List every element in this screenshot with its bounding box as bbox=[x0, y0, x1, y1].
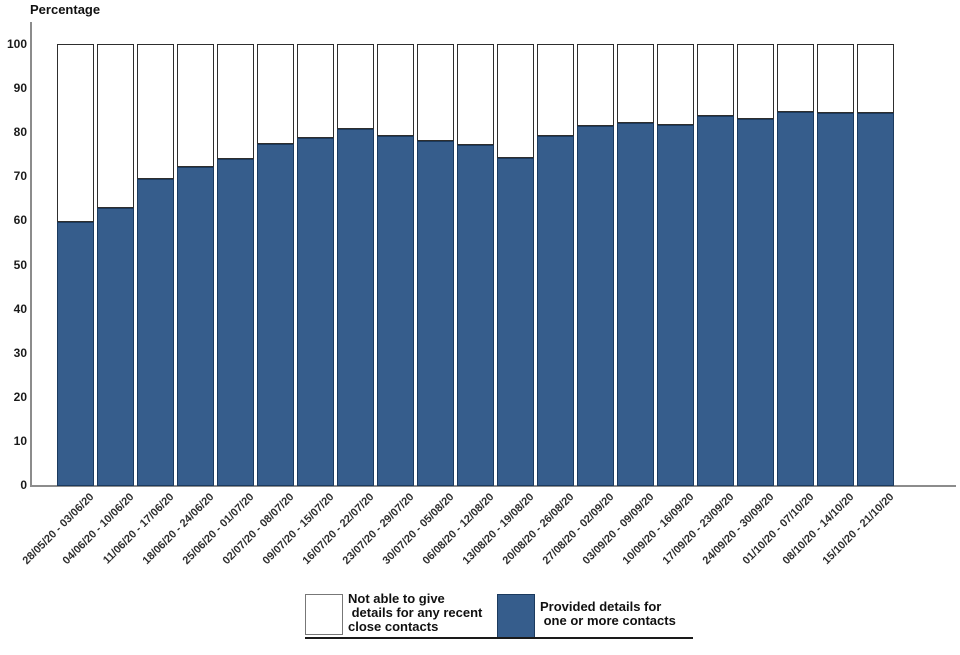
y-tick-label: 40 bbox=[13, 301, 27, 316]
y-tick-label: 70 bbox=[13, 169, 27, 184]
bar-segment-not-able bbox=[57, 44, 94, 223]
bar-segment-not-able bbox=[297, 44, 334, 139]
bar-segment-provided bbox=[137, 178, 174, 486]
bar-segment-provided bbox=[697, 115, 734, 486]
bar-segment-provided bbox=[97, 207, 134, 486]
y-tick-label: 100 bbox=[6, 37, 27, 51]
bar-segment-not-able bbox=[457, 44, 494, 145]
bar-segment-not-able bbox=[97, 44, 134, 208]
bar-segment-provided bbox=[617, 123, 654, 486]
bar-segment-not-able bbox=[657, 44, 694, 125]
bar-segment-provided bbox=[657, 124, 694, 486]
bar-segment-not-able bbox=[497, 44, 534, 158]
bar-segment-not-able bbox=[377, 44, 414, 137]
bar-segment-not-able bbox=[777, 44, 814, 113]
bar-segment-provided bbox=[57, 222, 94, 486]
y-tick-label: 90 bbox=[13, 81, 27, 96]
bar-segment-provided bbox=[537, 136, 574, 486]
y-tick-label: 50 bbox=[13, 257, 27, 272]
bar-segment-not-able bbox=[337, 44, 374, 130]
y-tick-label: 20 bbox=[13, 389, 27, 404]
bar-segment-not-able bbox=[737, 44, 774, 120]
bar-segment-provided bbox=[857, 112, 894, 486]
bar-segment-provided bbox=[417, 141, 454, 486]
bar-segment-not-able bbox=[417, 44, 454, 142]
y-tick-label: 30 bbox=[13, 345, 27, 360]
chart-figure: Percentage 0 10 20 30 40 50 60 70 80 90 100 28/05/2… bbox=[6, 2, 956, 639]
bar-segment-not-able bbox=[817, 44, 854, 114]
y-axis-line bbox=[30, 22, 32, 487]
bar-segment-provided bbox=[177, 167, 214, 486]
bar-segment-not-able bbox=[697, 44, 734, 116]
bar-segment-not-able bbox=[577, 44, 614, 127]
bar-segment-provided bbox=[337, 129, 374, 486]
bar-segment-provided bbox=[777, 112, 814, 486]
y-tick-label: 10 bbox=[13, 433, 27, 448]
bar-segment-not-able bbox=[137, 44, 174, 179]
bar-segment-provided bbox=[737, 119, 774, 486]
bar-segment-not-able bbox=[217, 44, 254, 160]
bar-segment-provided bbox=[297, 138, 334, 486]
bar-segment-not-able bbox=[257, 44, 294, 144]
bar-segment-provided bbox=[577, 126, 614, 486]
plot-area: 0 10 20 30 40 50 60 70 80 90 100 28/05/20 - 03/06/2… bbox=[6, 22, 956, 567]
y-tick-label: 60 bbox=[13, 213, 27, 228]
bar-segment-not-able bbox=[857, 44, 894, 113]
bar-segment-not-able bbox=[537, 44, 574, 137]
bar-segment-provided bbox=[217, 159, 254, 486]
bar-segment-provided bbox=[257, 143, 294, 486]
y-tick-label: 0 bbox=[20, 478, 27, 492]
bar-segment-provided bbox=[377, 136, 414, 486]
bar-segment-provided bbox=[497, 157, 534, 486]
y-tick-label: 80 bbox=[13, 125, 27, 140]
bar-segment-not-able bbox=[177, 44, 214, 168]
bar-segment-provided bbox=[457, 144, 494, 486]
y-axis-title: Percentage bbox=[30, 2, 101, 17]
bar-segment-not-able bbox=[617, 44, 654, 124]
bar-segment-provided bbox=[817, 113, 854, 486]
